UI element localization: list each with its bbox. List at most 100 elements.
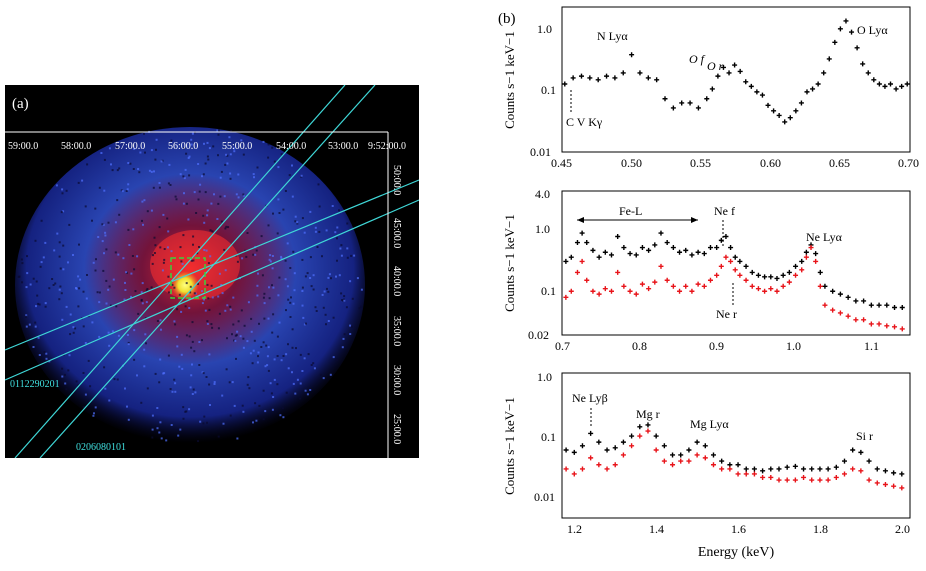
data-point [637, 433, 643, 439]
noise-speckle [341, 346, 344, 349]
noise-speckle [191, 340, 194, 343]
data-point [845, 313, 851, 319]
noise-speckle [192, 259, 195, 262]
noise-speckle [84, 205, 87, 208]
data-point [801, 474, 807, 480]
noise-speckle [230, 130, 233, 133]
noise-speckle [306, 393, 309, 396]
data-point [620, 439, 626, 445]
noise-speckle [189, 285, 192, 288]
noise-speckle [158, 226, 161, 229]
noise-speckle [171, 283, 174, 286]
noise-speckle [61, 318, 64, 321]
noise-speckle [180, 353, 183, 356]
data-point [654, 77, 660, 83]
noise-speckle [282, 416, 285, 419]
noise-speckle [150, 209, 153, 212]
noise-speckle [278, 212, 281, 214]
data-point [579, 443, 585, 449]
noise-speckle [288, 174, 291, 177]
noise-speckle [142, 223, 144, 226]
noise-speckle [179, 246, 182, 249]
noise-speckle [242, 346, 245, 349]
noise-speckle [191, 393, 194, 395]
data-point [620, 452, 626, 458]
noise-speckle [103, 252, 105, 255]
data-point [633, 252, 639, 258]
noise-speckle [108, 285, 111, 288]
noise-speckle [127, 343, 130, 346]
noise-speckle [132, 168, 135, 170]
noise-speckle [271, 331, 274, 334]
noise-speckle [98, 291, 101, 294]
noise-speckle [246, 340, 249, 343]
data-point [762, 288, 768, 294]
data-point [845, 294, 851, 300]
noise-speckle [85, 297, 88, 300]
noise-speckle [336, 259, 338, 262]
data-point [568, 254, 574, 260]
noise-speckle [325, 323, 327, 326]
noise-speckle [158, 182, 161, 184]
noise-speckle [236, 260, 239, 263]
data-point [813, 251, 819, 257]
noise-speckle [271, 146, 274, 149]
y-tick-label: 0.1 [541, 83, 556, 97]
data-point [587, 75, 593, 81]
noise-speckle [143, 348, 146, 351]
data-point [704, 96, 710, 102]
noise-speckle [158, 381, 161, 384]
noise-speckle [351, 325, 353, 328]
noise-speckle [77, 181, 80, 184]
data-point [735, 462, 741, 468]
noise-speckle [343, 333, 346, 336]
data-point [749, 269, 755, 275]
noise-speckle [96, 291, 99, 294]
noise-speckle [188, 174, 191, 177]
noise-speckle [195, 212, 198, 214]
noise-speckle [253, 339, 256, 342]
noise-speckle [29, 283, 32, 286]
data-point [808, 245, 814, 251]
noise-speckle [301, 286, 304, 289]
noise-speckle [284, 259, 287, 262]
noise-speckle [221, 292, 224, 295]
data-point [723, 233, 729, 239]
noise-speckle [131, 255, 134, 257]
noise-speckle [116, 378, 119, 381]
noise-speckle [225, 153, 228, 156]
noise-speckle [285, 353, 288, 356]
noise-speckle [114, 221, 117, 224]
data-point [793, 272, 799, 278]
noise-speckle [152, 186, 155, 189]
y-tick-label: 1.0 [537, 22, 552, 36]
noise-speckle [117, 334, 120, 337]
noise-speckle [206, 283, 209, 286]
data-point [871, 77, 877, 83]
data-point [646, 247, 652, 253]
noise-speckle [269, 260, 272, 263]
noise-speckle [25, 315, 27, 318]
noise-speckle [61, 375, 64, 378]
data-point [627, 288, 633, 294]
noise-speckle [294, 215, 297, 218]
noise-speckle [65, 305, 68, 308]
noise-speckle [314, 230, 317, 233]
noise-speckle [156, 320, 159, 322]
data-point [804, 89, 810, 95]
noise-speckle [248, 387, 251, 390]
noise-speckle [68, 354, 71, 357]
noise-speckle [26, 272, 29, 275]
data-point [645, 422, 651, 428]
noise-speckle [168, 163, 171, 166]
noise-speckle [204, 309, 207, 312]
data-point [612, 462, 618, 468]
noise-speckle [267, 346, 270, 349]
noise-speckle [289, 267, 292, 269]
data-point [670, 245, 676, 251]
noise-speckle [222, 422, 225, 425]
noise-speckle [130, 272, 133, 275]
data-point [884, 323, 890, 329]
slit-line [5, 199, 419, 381]
data-point [670, 105, 676, 111]
